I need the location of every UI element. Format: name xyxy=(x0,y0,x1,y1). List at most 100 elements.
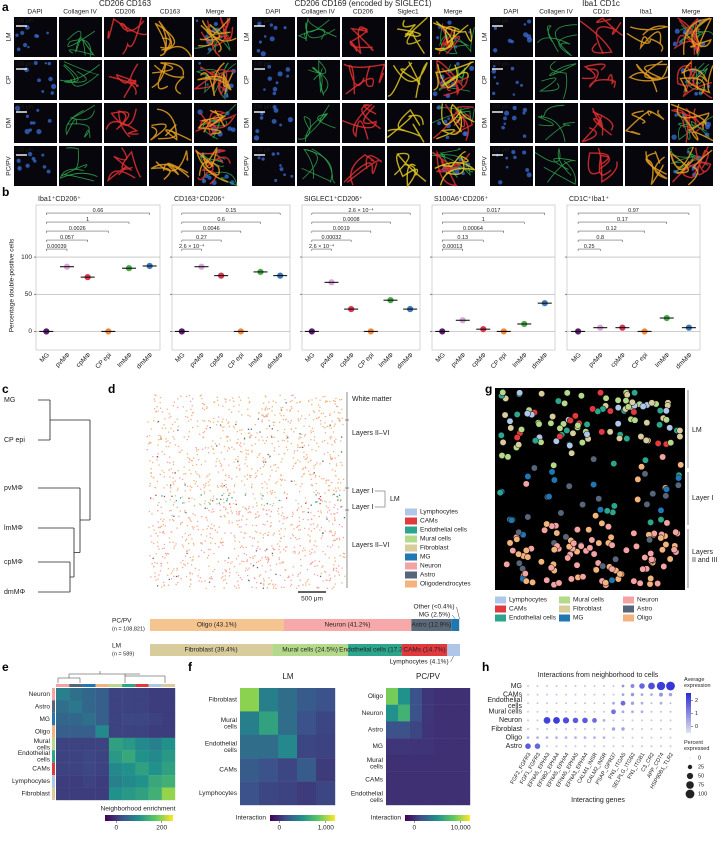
stain xyxy=(342,105,377,129)
cell-dot xyxy=(189,485,191,487)
cell xyxy=(547,419,555,427)
cell-dot xyxy=(168,578,170,581)
nucleus xyxy=(42,165,47,169)
cell-dot xyxy=(259,467,261,469)
stain xyxy=(434,161,477,186)
cell-dot xyxy=(309,460,312,462)
cell-dot xyxy=(335,567,338,569)
cell-dot xyxy=(316,442,318,444)
cell-dot xyxy=(185,395,188,398)
cell-dot xyxy=(309,553,311,555)
cell-dot xyxy=(203,493,206,495)
cell-dot xyxy=(166,562,169,564)
cell-dot xyxy=(268,577,270,579)
cell xyxy=(598,428,606,436)
cell-dot xyxy=(313,411,316,413)
nucleus xyxy=(29,121,34,125)
cell-dot xyxy=(153,398,155,400)
cell xyxy=(595,495,603,503)
cell-dot xyxy=(288,576,290,578)
cell-dot xyxy=(148,435,151,437)
cell-dot xyxy=(283,452,286,455)
cell-dot xyxy=(261,419,263,421)
bracket xyxy=(311,221,391,225)
cell-dot xyxy=(159,531,161,533)
cell-dot xyxy=(241,519,243,521)
cell-dot xyxy=(172,504,175,506)
cell xyxy=(556,424,564,432)
colorbar-title: Neighborhood enrichment xyxy=(101,806,176,813)
x-tick-label: MG xyxy=(304,352,316,364)
cell-dot xyxy=(221,541,223,544)
cell-dot xyxy=(265,461,267,463)
row-label: Oligo xyxy=(368,693,384,700)
stain xyxy=(441,153,474,178)
row-label: Fibroblast xyxy=(21,790,50,797)
cell-dot xyxy=(188,435,190,438)
cell-dot xyxy=(318,515,320,518)
micrograph xyxy=(490,60,533,100)
cell-dot xyxy=(220,538,223,540)
row-label: Fibroblast xyxy=(208,696,237,703)
cell-dot xyxy=(226,498,229,500)
stain xyxy=(202,118,220,139)
cell-dot xyxy=(245,508,247,510)
colorbar xyxy=(405,815,470,821)
cell-dot xyxy=(272,400,274,402)
cell-dot xyxy=(220,465,222,467)
cell xyxy=(545,493,553,501)
cell-dot xyxy=(342,423,344,426)
heat-cell xyxy=(148,775,162,788)
cell-dot xyxy=(265,396,267,398)
legend-swatch xyxy=(559,614,570,622)
cell-dot xyxy=(174,444,177,446)
stain xyxy=(206,25,231,54)
cell-dot xyxy=(329,579,331,581)
cell-dot xyxy=(342,552,344,555)
cell-dot xyxy=(280,415,282,417)
cell-dot xyxy=(246,465,248,467)
cell-dot xyxy=(189,519,191,521)
micrograph xyxy=(59,146,102,186)
dot xyxy=(574,702,577,705)
cell xyxy=(579,573,587,581)
nucleus xyxy=(213,21,218,27)
cell-dot xyxy=(153,542,155,545)
stain xyxy=(197,75,232,95)
legend-swatch xyxy=(559,596,570,604)
cell-dot xyxy=(228,492,230,494)
cell-dot xyxy=(266,520,268,522)
cell-dot xyxy=(310,562,312,565)
stain xyxy=(543,160,576,185)
cell-dot xyxy=(193,504,196,507)
cell-dot xyxy=(203,403,205,405)
region-label: Layer I xyxy=(692,495,713,502)
stain xyxy=(691,17,711,48)
cell-dot xyxy=(172,461,175,463)
cell xyxy=(654,580,662,587)
cell-dot xyxy=(206,507,208,510)
cell-dot xyxy=(256,581,258,584)
cell-dot xyxy=(182,546,184,548)
cell xyxy=(647,550,655,557)
cell-dot xyxy=(286,435,288,437)
cell-dot xyxy=(271,545,273,547)
cell-dot xyxy=(340,499,342,501)
cell-dot xyxy=(213,510,215,513)
bar-segment xyxy=(459,619,460,631)
scale-label: 100 μm xyxy=(492,18,509,24)
cell xyxy=(522,577,530,585)
cell-dot xyxy=(179,477,181,479)
cell-dot xyxy=(202,436,205,439)
dot xyxy=(527,719,529,722)
heat-cell xyxy=(122,775,136,788)
row-label: Endothelial cells xyxy=(18,750,51,764)
cell-dot xyxy=(181,521,183,524)
cell-dot xyxy=(254,517,257,519)
nucleus xyxy=(207,175,212,180)
cell xyxy=(614,404,622,412)
cell-dot xyxy=(334,513,336,515)
cell-dot xyxy=(245,509,248,511)
cell-dot xyxy=(274,463,277,466)
cell-dot xyxy=(167,584,170,586)
